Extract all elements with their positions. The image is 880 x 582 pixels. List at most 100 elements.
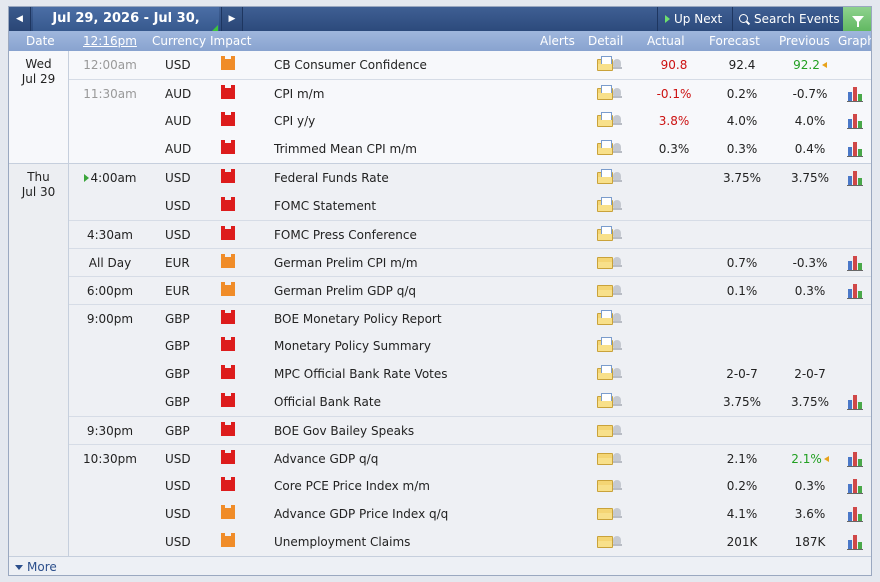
event-name[interactable]: German Prelim CPI m/m [274,256,418,270]
detail-folder-icon[interactable] [597,536,613,548]
table-row[interactable]: GBP Monetary Policy Summary [69,332,871,360]
table-row[interactable]: USD Core PCE Price Index m/m 0.2% 0.3% [69,472,871,500]
bar-chart-icon[interactable] [847,451,863,467]
event-name[interactable]: Trimmed Mean CPI m/m [274,142,417,156]
event-name[interactable]: CPI y/y [274,114,316,128]
bar-chart-icon[interactable] [847,86,863,102]
detail-folder-icon[interactable] [597,337,613,352]
event-name[interactable]: Official Bank Rate [274,395,381,409]
high-impact-icon[interactable] [221,337,235,351]
bell-icon[interactable] [612,480,622,491]
table-row[interactable]: USD FOMC Statement [69,192,871,220]
detail-folder-icon[interactable] [597,480,613,492]
event-name[interactable]: Monetary Policy Summary [274,339,431,353]
bar-chart-icon[interactable] [847,394,863,410]
high-impact-icon[interactable] [221,226,235,240]
high-impact-icon[interactable] [221,169,235,183]
event-name[interactable]: Advance GDP q/q [274,452,379,466]
table-row[interactable]: 9:00pm GBP BOE Monetary Policy Report [69,304,871,332]
table-row[interactable]: AUD CPI y/y 3.8% 4.0% 4.0% [69,107,871,135]
event-name[interactable]: FOMC Press Conference [274,228,417,242]
up-next-button[interactable]: Up Next [657,7,731,31]
detail-folder-icon[interactable] [597,453,613,465]
medium-impact-icon[interactable] [221,254,235,268]
detail-folder-icon[interactable] [597,112,613,127]
bell-icon[interactable] [612,425,622,436]
header-time[interactable]: 12:16pm [83,34,137,48]
detail-folder-icon[interactable] [597,169,613,184]
bar-chart-icon[interactable] [847,170,863,186]
bell-icon[interactable] [612,368,622,379]
bell-icon[interactable] [612,453,622,464]
bar-chart-icon[interactable] [847,478,863,494]
detail-folder-icon[interactable] [597,226,613,241]
bar-chart-icon[interactable] [847,534,863,550]
medium-impact-icon[interactable] [221,505,235,519]
high-impact-icon[interactable] [221,393,235,407]
bar-chart-icon[interactable] [847,141,863,157]
bell-icon[interactable] [612,396,622,407]
bar-chart-icon[interactable] [847,255,863,271]
detail-folder-icon[interactable] [597,310,613,325]
detail-folder-icon[interactable] [597,56,613,71]
table-row[interactable]: 4:30am USD FOMC Press Conference [69,220,871,248]
bell-icon[interactable] [612,143,622,154]
more-link[interactable]: More [15,560,57,574]
bell-icon[interactable] [612,257,622,268]
detail-folder-icon[interactable] [597,85,613,100]
event-name[interactable]: Unemployment Claims [274,535,411,549]
medium-impact-icon[interactable] [221,56,235,70]
bell-icon[interactable] [612,508,622,519]
detail-folder-icon[interactable] [597,365,613,380]
event-name[interactable]: CB Consumer Confidence [274,58,427,72]
revised-icon[interactable] [823,456,829,462]
date-range-label[interactable]: Jul 29, 2026 - Jul 30, 2026 [33,7,219,50]
revised-icon[interactable] [821,62,827,68]
table-row[interactable]: 11:30am AUD CPI m/m -0.1% 0.2% -0.7% [69,79,871,107]
bell-icon[interactable] [612,115,622,126]
detail-folder-icon[interactable] [597,508,613,520]
event-name[interactable]: MPC Official Bank Rate Votes [274,367,448,381]
high-impact-icon[interactable] [221,112,235,126]
high-impact-icon[interactable] [221,422,235,436]
table-row[interactable]: USD Advance GDP Price Index q/q 4.1% 3.6% [69,500,871,528]
medium-impact-icon[interactable] [221,282,235,296]
bell-icon[interactable] [612,285,622,296]
event-name[interactable]: Federal Funds Rate [274,171,389,185]
bell-icon[interactable] [612,313,622,324]
detail-folder-icon[interactable] [597,285,613,297]
detail-folder-icon[interactable] [597,425,613,437]
table-row[interactable]: 6:00pm EUR German Prelim GDP q/q 0.1% 0.3% [69,276,871,304]
event-name[interactable]: Advance GDP Price Index q/q [274,507,449,521]
bell-icon[interactable] [612,59,622,70]
detail-folder-icon[interactable] [597,257,613,269]
table-row[interactable]: 4:00am USD Federal Funds Rate 3.75% 3.75% [69,164,871,192]
bar-chart-icon[interactable] [847,113,863,129]
chevron-right-icon[interactable]: ▶ [221,7,243,31]
high-impact-icon[interactable] [221,450,235,464]
high-impact-icon[interactable] [221,310,235,324]
high-impact-icon[interactable] [221,197,235,211]
detail-folder-icon[interactable] [597,393,613,408]
event-name[interactable]: BOE Gov Bailey Speaks [274,424,415,438]
bar-chart-icon[interactable] [847,283,863,299]
table-row[interactable]: USD Unemployment Claims 201K 187K [69,528,871,556]
filter-button[interactable] [843,7,871,31]
event-name[interactable]: German Prelim GDP q/q [274,284,416,298]
search-events-button[interactable]: Search Events [732,7,842,31]
detail-folder-icon[interactable] [597,197,613,212]
table-row[interactable]: GBP MPC Official Bank Rate Votes 2-0-7 2-0-… [69,360,871,388]
bell-icon[interactable] [612,340,622,351]
bar-chart-icon[interactable] [847,506,863,522]
table-row[interactable]: 9:30pm GBP BOE Gov Bailey Speaks [69,416,871,444]
event-name[interactable]: CPI m/m [274,87,325,101]
high-impact-icon[interactable] [221,365,235,379]
high-impact-icon[interactable] [221,477,235,491]
bell-icon[interactable] [612,229,622,240]
table-row[interactable]: All Day EUR German Prelim CPI m/m 0.7% -0.3% [69,248,871,276]
medium-impact-icon[interactable] [221,533,235,547]
table-row[interactable]: 10:30pm USD Advance GDP q/q 2.1% 2.1% [69,444,871,472]
event-name[interactable]: Core PCE Price Index m/m [274,479,430,493]
chevron-left-icon[interactable]: ◀ [9,7,31,31]
event-name[interactable]: BOE Monetary Policy Report [274,312,442,326]
